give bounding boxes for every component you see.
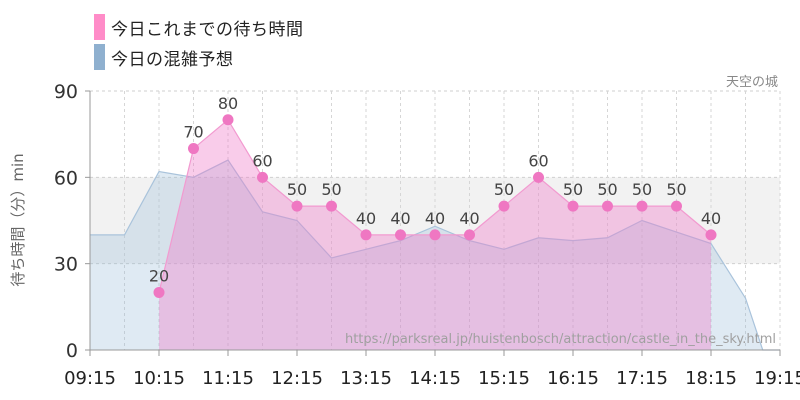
legend-swatch-today-actual [94, 14, 105, 40]
data-label: 20 [149, 266, 169, 285]
axis-layer: 0 30 60 90 09:15 10:15 11:15 12:15 13:15 14:15 15:… [54, 81, 800, 389]
y-axis-label: 待ち時間（分）min [9, 153, 27, 286]
data-label: 70 [183, 123, 203, 142]
y-tick-label: 90 [54, 81, 78, 103]
data-label: 80 [218, 94, 238, 113]
legend: 今日これまでの待ち時間 今日の混雑予想 [94, 12, 304, 72]
y-tick-label: 30 [54, 254, 78, 276]
data-label: 50 [494, 180, 514, 199]
data-point [153, 286, 165, 298]
forecast-line [90, 159, 780, 351]
data-point [291, 200, 303, 212]
data-point [257, 171, 268, 183]
x-tick-label: 12:15 [271, 368, 323, 389]
data-point [222, 114, 234, 126]
actual-points-layer [153, 114, 717, 298]
data-label: 40 [701, 209, 721, 228]
data-point [464, 229, 475, 241]
data-point [567, 200, 579, 212]
x-tick-label: 13:15 [340, 368, 392, 389]
data-point [533, 171, 544, 183]
data-point [498, 200, 510, 212]
grid-layer [89, 90, 781, 350]
x-tick-label: 18:15 [685, 368, 737, 389]
legend-item-forecast: 今日の混雑予想 [94, 42, 304, 72]
x-tick-label: 10:15 [133, 368, 185, 389]
data-label: 40 [459, 209, 479, 228]
data-label: 40 [390, 209, 410, 228]
legend-label-today-actual: 今日これまでの待ち時間 [111, 19, 304, 40]
data-point [395, 229, 406, 241]
data-label: 40 [425, 209, 445, 228]
source-url: https://parksreal.jp/huistenbosch/attrac… [345, 332, 776, 347]
legend-label-forecast: 今日の混雑予想 [111, 49, 234, 70]
data-point [360, 229, 372, 241]
data-label-layer: 20 70 80 60 50 50 40 40 40 40 50 60 50 50 50 50 40 [149, 94, 721, 286]
legend-item-today-actual: 今日これまでの待ち時間 [94, 12, 304, 42]
data-point [188, 143, 199, 155]
attraction-name: 天空の城 [726, 75, 778, 90]
data-label: 50 [632, 180, 652, 199]
data-label: 50 [563, 180, 583, 199]
data-point [602, 200, 613, 212]
x-tick-label: 15:15 [478, 368, 530, 389]
data-point [671, 200, 682, 212]
data-label: 60 [528, 151, 548, 170]
x-tick-label: 16:15 [547, 368, 599, 389]
y-tick-label: 0 [66, 340, 78, 362]
data-label: 40 [356, 209, 376, 228]
forecast-area [90, 160, 780, 350]
data-label: 50 [597, 180, 617, 199]
x-tick-label: 11:15 [202, 368, 254, 389]
legend-swatch-forecast [94, 44, 105, 70]
x-tick-label: 17:15 [616, 368, 668, 389]
data-point [429, 229, 441, 241]
data-label: 50 [321, 180, 341, 199]
x-tick-label: 19:15 [754, 368, 800, 389]
x-tick-label: 09:15 [64, 368, 116, 389]
forecast-area-layer [90, 159, 780, 351]
data-point [705, 229, 717, 241]
data-label: 60 [252, 151, 272, 170]
y-tick-label: 60 [54, 167, 78, 189]
data-point [636, 200, 648, 212]
data-point [326, 200, 337, 212]
data-label: 50 [287, 180, 307, 199]
x-tick-label: 14:15 [409, 368, 461, 389]
data-label: 50 [666, 180, 686, 199]
